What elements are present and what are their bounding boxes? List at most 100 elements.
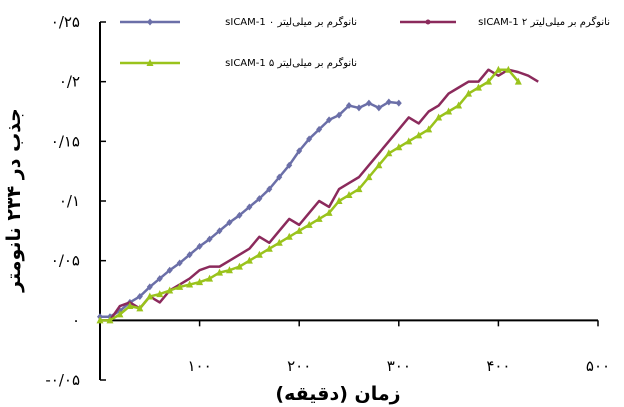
data-point [325, 208, 333, 216]
series-line [100, 68, 539, 322]
y-tick-label: ۰/۰۵ [51, 252, 80, 270]
data-point [395, 99, 402, 107]
data-point [415, 131, 423, 139]
legend-label: sICAM-1 ۵ نانوگرم بر میلی‌لیتر [225, 57, 357, 69]
data-point [196, 242, 203, 250]
data-point [336, 111, 343, 119]
y-tick-label: ۰ [72, 311, 80, 329]
y-tick-label: ۰/۲ [59, 73, 80, 91]
data-point [286, 161, 293, 169]
legend: sICAM-1 ۰ نانوگرم بر میلی‌لیتر sICAM-1 ۲ … [120, 16, 610, 69]
x-tick-label: ۳۰۰ [387, 357, 411, 375]
data-point [106, 316, 114, 324]
series-2 [96, 65, 522, 324]
y-axis-title: جذب در ۲۳۴ نانومتر [3, 108, 25, 293]
y-ticks: -۰/۰۵ ۰ ۰/۰۵ ۰/۱ ۰/۱۵ ۰/۲ ۰/۲۵ [45, 13, 106, 389]
data-point [425, 125, 433, 133]
data-point [96, 316, 104, 324]
legend-marker [425, 19, 431, 25]
data-point [484, 77, 492, 85]
data-point [146, 292, 154, 300]
data-point [335, 197, 343, 204]
series-1 [100, 68, 539, 322]
data-point [166, 286, 174, 294]
data-point [176, 282, 184, 290]
x-tick-label: ۲۰۰ [287, 357, 311, 375]
data-point [295, 226, 303, 234]
data-point [276, 173, 283, 181]
data-point [355, 185, 363, 193]
y-tick-label: ۰/۱۵ [51, 132, 80, 150]
data-point [474, 83, 482, 91]
data-point [504, 65, 512, 73]
data-point [405, 137, 413, 145]
data-point [186, 280, 194, 288]
legend-marker [146, 59, 154, 66]
legend-marker [147, 18, 153, 26]
y-tick-label: ۰/۲۵ [51, 13, 80, 31]
legend-item: sICAM-1 ۵ نانوگرم بر میلی‌لیتر [120, 57, 357, 69]
x-tick-label: ۱۰۰ [188, 357, 212, 375]
legend-label: sICAM-1 ۲ نانوگرم بر میلی‌لیتر [478, 16, 610, 28]
series-layer [96, 65, 539, 324]
data-point [266, 185, 273, 193]
data-point [126, 302, 134, 310]
legend-item: sICAM-1 ۰ نانوگرم بر میلی‌لیتر [120, 16, 357, 28]
data-point [285, 232, 293, 240]
data-point [375, 161, 383, 169]
series-0 [97, 98, 402, 321]
data-point [236, 211, 243, 219]
data-point [435, 113, 443, 121]
x-ticks: ۱۰۰ ۲۰۰ ۳۰۰ ۴۰۰ ۵۰۰ [188, 320, 610, 375]
data-point [326, 116, 333, 124]
data-point [355, 104, 362, 112]
data-point [316, 125, 323, 133]
data-point [345, 191, 353, 199]
legend-label: sICAM-1 ۰ نانوگرم بر میلی‌لیتر [225, 16, 357, 28]
data-point [246, 203, 253, 211]
data-point [455, 101, 463, 109]
data-point [186, 251, 193, 259]
data-point [156, 290, 164, 298]
data-point [245, 256, 253, 264]
legend-item: sICAM-1 ۲ نانوگرم بر میلی‌لیتر [400, 16, 610, 28]
data-point [265, 244, 273, 252]
x-tick-label: ۴۰۰ [486, 357, 510, 375]
data-point [296, 147, 303, 155]
data-point [176, 259, 183, 267]
data-point [216, 227, 223, 235]
data-point [385, 149, 393, 157]
data-point [305, 220, 313, 228]
data-point [306, 135, 313, 143]
x-axis-title: زمان (دقیقه) [275, 383, 400, 405]
data-point [365, 99, 372, 107]
data-point [146, 283, 153, 291]
data-point [395, 143, 403, 151]
data-point [275, 238, 283, 246]
data-point [346, 102, 352, 110]
data-point [514, 77, 522, 85]
data-point [116, 310, 124, 318]
data-point [136, 304, 144, 312]
data-point [256, 195, 263, 203]
data-point [365, 173, 373, 181]
data-point [136, 292, 143, 300]
data-point [375, 104, 382, 112]
data-point [235, 262, 243, 270]
x-tick-label: ۵۰۰ [586, 357, 610, 375]
data-point [225, 266, 233, 274]
data-point [494, 65, 502, 73]
data-point [255, 250, 263, 258]
data-point [196, 278, 204, 286]
data-point [156, 275, 163, 283]
data-point [206, 235, 213, 243]
data-point [465, 89, 473, 97]
data-point [206, 274, 214, 282]
y-tick-label: -۰/۰۵ [45, 371, 80, 389]
data-point [226, 218, 233, 226]
axes [99, 22, 598, 380]
data-point [216, 268, 224, 276]
y-tick-label: ۰/۱ [59, 192, 80, 210]
data-point [315, 214, 323, 222]
